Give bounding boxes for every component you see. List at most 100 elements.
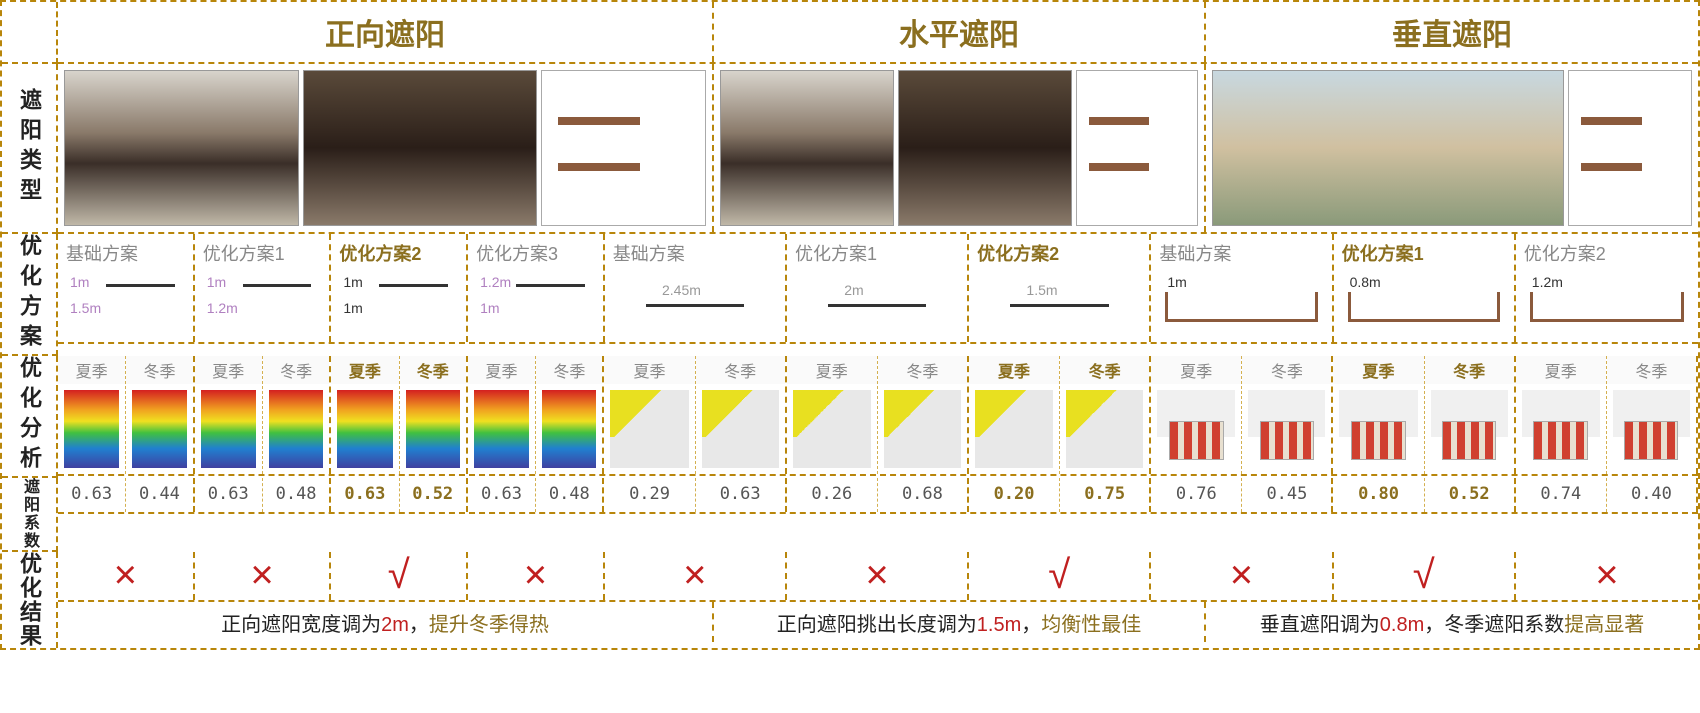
season-cell: 冬季 <box>1242 356 1333 474</box>
scheme-cell: 优化方案10.8m <box>1334 234 1516 342</box>
corner-cell <box>2 2 58 64</box>
coef-value: 0.63 <box>468 478 536 512</box>
section-drawing <box>541 70 706 226</box>
coef-value: 0.63 <box>195 478 263 512</box>
coef-value: 0.40 <box>1607 478 1698 512</box>
coef-value: 0.63 <box>331 478 399 512</box>
scheme-cell: 优化方案11m1.2m <box>195 234 332 342</box>
season-cell: 冬季 <box>878 356 969 474</box>
row-label-result: 优化结果 <box>2 552 58 648</box>
dimension-diagram: 1m1.2m <box>203 274 322 336</box>
season-label: 夏季 <box>1333 356 1423 384</box>
result-mark: √ <box>969 552 1151 600</box>
season-label: 冬季 <box>126 356 192 384</box>
season-cell: 冬季 <box>696 356 787 474</box>
coef-value: 0.75 <box>1060 478 1151 512</box>
row-label-coef: 遮阳系数 <box>2 478 58 552</box>
coef-value: 0.48 <box>536 478 604 512</box>
coef-value: 0.26 <box>787 478 878 512</box>
dimension-diagram: 1m <box>1159 274 1323 336</box>
coef-value: 0.80 <box>1333 478 1424 512</box>
type-cell-sp <box>714 64 1206 232</box>
season-cell: 夏季 <box>468 356 536 474</box>
season-label: 夏季 <box>604 356 694 384</box>
scheme-title: 优化方案1 <box>1342 240 1506 266</box>
dimension-diagram: 1.2m1m <box>476 274 595 336</box>
analysis-thumbnail <box>406 390 460 468</box>
scheme-title: 优化方案1 <box>795 240 959 266</box>
analysis-thumbnail <box>975 390 1053 468</box>
render-interior <box>898 70 1072 226</box>
header-row: 正向遮阳 水平遮阳 垂直遮阳 <box>58 2 1698 64</box>
season-label: 夏季 <box>969 356 1059 384</box>
result-mark: × <box>468 552 605 600</box>
analysis-thumbnail <box>201 390 256 468</box>
header-shuiping: 水平遮阳 <box>714 2 1206 62</box>
season-cell: 冬季 <box>263 356 331 474</box>
row-label-analysis: 优化分析 <box>2 356 58 478</box>
section-drawing <box>1568 70 1692 226</box>
coef-value: 0.29 <box>604 478 695 512</box>
coef-value: 0.45 <box>1242 478 1333 512</box>
analysis-thumbnail <box>702 390 779 468</box>
season-label: 冬季 <box>263 356 329 384</box>
scheme-cell: 优化方案21.2m <box>1516 234 1698 342</box>
season-label: 冬季 <box>1060 356 1149 384</box>
analysis-thumbnail <box>610 390 688 468</box>
season-cell: 夏季 <box>331 356 399 474</box>
season-cell: 夏季 <box>604 356 695 474</box>
season-cell: 夏季 <box>58 356 126 474</box>
analysis-thumbnail <box>64 390 119 468</box>
analysis-thumbnail <box>1157 390 1235 468</box>
header-zhengxiang: 正向遮阳 <box>58 2 714 62</box>
dimension-diagram: 1m1m <box>339 274 458 336</box>
season-cell: 夏季 <box>195 356 263 474</box>
dimension-diagram: 1m1.5m <box>66 274 185 336</box>
season-label: 冬季 <box>1607 356 1696 384</box>
season-label: 夏季 <box>468 356 535 384</box>
analysis-thumbnail <box>884 390 961 468</box>
analysis-thumbnail <box>542 390 596 468</box>
result-mark: × <box>605 552 787 600</box>
analysis-thumbnail <box>1613 390 1690 468</box>
season-label: 冬季 <box>1242 356 1331 384</box>
season-cell: 夏季 <box>1333 356 1424 474</box>
analysis-thumbnail <box>269 390 323 468</box>
result-block: ××√×××√×√× 正向遮阳宽度调为2m，提升冬季得热正向遮阳挑出长度调为1.… <box>58 552 1698 648</box>
coef-value: 0.63 <box>58 478 126 512</box>
render-facade <box>1212 70 1564 226</box>
dimension-diagram: 2m <box>795 274 959 336</box>
row-label-scheme: 优化方案 <box>2 234 58 356</box>
season-cell: 冬季 <box>126 356 194 474</box>
scheme-title: 优化方案2 <box>1524 240 1690 266</box>
result-mark: √ <box>331 552 468 600</box>
dimension-diagram: 1.5m <box>977 274 1141 336</box>
scheme-title: 优化方案2 <box>339 240 458 266</box>
season-label: 冬季 <box>400 356 466 384</box>
analysis-thumbnail <box>474 390 529 468</box>
season-label: 冬季 <box>878 356 967 384</box>
render-interior <box>303 70 538 226</box>
scheme-row: 基础方案1m1.5m优化方案11m1.2m优化方案21m1m优化方案31.2m1… <box>58 234 1698 344</box>
row-label-type: 遮阳类型 <box>2 64 58 234</box>
season-cell: 冬季 <box>1060 356 1151 474</box>
season-label: 夏季 <box>1151 356 1241 384</box>
coef-value: 0.52 <box>1425 478 1516 512</box>
season-cell: 夏季 <box>1516 356 1607 474</box>
result-mark: × <box>58 552 195 600</box>
season-label: 冬季 <box>536 356 602 384</box>
comparison-table: 正向遮阳 水平遮阳 垂直遮阳 遮阳类型 优化方案 基础方案1m1.5m优化方案1… <box>0 0 1700 650</box>
result-mark: × <box>195 552 332 600</box>
season-label: 夏季 <box>331 356 398 384</box>
scheme-cell: 优化方案2 1m1m <box>331 234 468 342</box>
dimension-diagram: 2.45m <box>613 274 777 336</box>
coef-row: 0.630.440.630.480.630.520.630.480.290.63… <box>58 478 1698 514</box>
result-mark: √ <box>1334 552 1516 600</box>
coef-value: 0.63 <box>696 478 787 512</box>
result-mark: × <box>1516 552 1698 600</box>
coef-value: 0.48 <box>263 478 331 512</box>
analysis-thumbnail <box>337 390 392 468</box>
coef-value: 0.76 <box>1151 478 1242 512</box>
analysis-row: 夏季冬季夏季冬季夏季冬季夏季冬季夏季冬季夏季冬季夏季冬季夏季冬季夏季冬季夏季冬季 <box>58 356 1698 476</box>
coef-value: 0.74 <box>1516 478 1607 512</box>
